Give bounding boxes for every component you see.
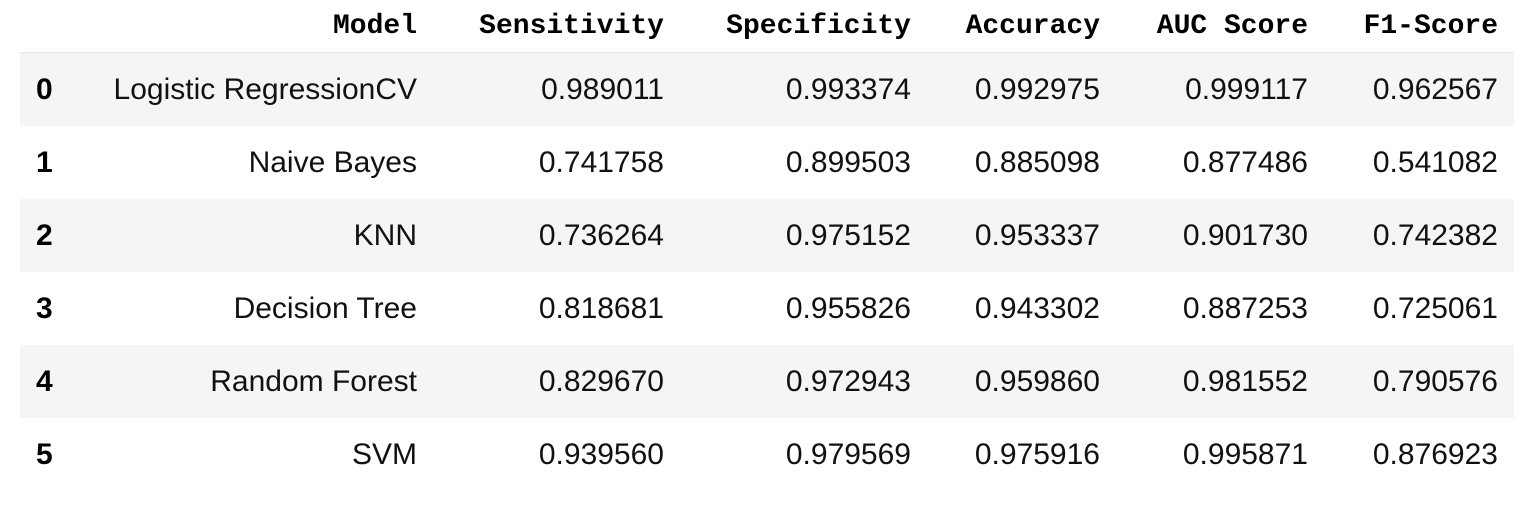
cell-f1-score: 0.876923 <box>1372 437 1498 471</box>
cell-f1-score: 0.742382 <box>1372 218 1498 252</box>
row-index: 2 <box>36 218 53 252</box>
row-index: 4 <box>36 364 53 398</box>
table-row: 1 Naive Bayes 0.741758 0.899503 0.885098… <box>20 126 1514 199</box>
column-header-auc-score: AUC Score <box>1116 0 1324 53</box>
header-row: Model Sensitivity Specificity Accuracy A… <box>20 0 1514 53</box>
dataframe-output: Model Sensitivity Specificity Accuracy A… <box>20 0 1514 491</box>
cell-f1-score: 0.725061 <box>1372 291 1498 325</box>
cell-specificity: 0.955826 <box>785 291 911 325</box>
cell-model: KNN <box>353 218 417 252</box>
table-row: 4 Random Forest 0.829670 0.972943 0.9598… <box>20 345 1514 418</box>
cell-f1-score: 0.962567 <box>1372 72 1498 106</box>
cell-sensitivity: 0.818681 <box>538 291 664 325</box>
table-row: 0 Logistic RegressionCV 0.989011 0.99337… <box>20 52 1514 126</box>
cell-f1-score: 0.541082 <box>1372 145 1498 179</box>
cell-auc-score: 0.887253 <box>1182 291 1308 325</box>
cell-accuracy: 0.953337 <box>974 218 1100 252</box>
cell-accuracy: 0.943302 <box>974 291 1100 325</box>
results-table: Model Sensitivity Specificity Accuracy A… <box>20 0 1514 491</box>
cell-model: Logistic RegressionCV <box>113 72 417 106</box>
cell-auc-score: 0.995871 <box>1182 437 1308 471</box>
cell-auc-score: 0.877486 <box>1182 145 1308 179</box>
cell-specificity: 0.972943 <box>785 364 911 398</box>
cell-f1-score: 0.790576 <box>1372 364 1498 398</box>
cell-specificity: 0.975152 <box>785 218 911 252</box>
column-header-specificity: Specificity <box>680 0 927 53</box>
table-row: 3 Decision Tree 0.818681 0.955826 0.9433… <box>20 272 1514 345</box>
cell-auc-score: 0.901730 <box>1182 218 1308 252</box>
cell-specificity: 0.993374 <box>785 72 911 106</box>
cell-accuracy: 0.885098 <box>974 145 1100 179</box>
cell-sensitivity: 0.939560 <box>538 437 664 471</box>
cell-model: Naive Bayes <box>248 145 417 179</box>
cell-auc-score: 0.999117 <box>1185 72 1308 106</box>
cell-sensitivity: 0.829670 <box>538 364 664 398</box>
cell-sensitivity: 0.741758 <box>538 145 664 179</box>
column-header-f1-score: F1-Score <box>1324 0 1514 53</box>
row-index: 5 <box>36 437 53 471</box>
column-header-sensitivity: Sensitivity <box>433 0 680 53</box>
cell-specificity: 0.899503 <box>785 145 911 179</box>
cell-sensitivity: 0.736264 <box>538 218 664 252</box>
cell-specificity: 0.979569 <box>785 437 911 471</box>
cell-model: SVM <box>351 437 417 471</box>
cell-accuracy: 0.975916 <box>974 437 1100 471</box>
row-index: 3 <box>36 291 53 325</box>
table-row: 5 SVM 0.939560 0.979569 0.975916 0.99587… <box>20 418 1514 491</box>
cell-sensitivity: 0.989011 <box>541 72 664 106</box>
cell-auc-score: 0.981552 <box>1182 364 1308 398</box>
cell-model: Decision Tree <box>233 291 417 325</box>
index-header <box>20 0 76 53</box>
cell-accuracy: 0.992975 <box>974 72 1100 106</box>
table-body: 0 Logistic RegressionCV 0.989011 0.99337… <box>20 52 1514 491</box>
table-row: 2 KNN 0.736264 0.975152 0.953337 0.90173… <box>20 199 1514 272</box>
row-index: 0 <box>36 72 53 106</box>
cell-model: Random Forest <box>210 364 417 398</box>
cell-accuracy: 0.959860 <box>974 364 1100 398</box>
table-header: Model Sensitivity Specificity Accuracy A… <box>20 0 1514 53</box>
row-index: 1 <box>36 145 53 179</box>
column-header-model: Model <box>76 0 433 53</box>
column-header-accuracy: Accuracy <box>927 0 1116 53</box>
